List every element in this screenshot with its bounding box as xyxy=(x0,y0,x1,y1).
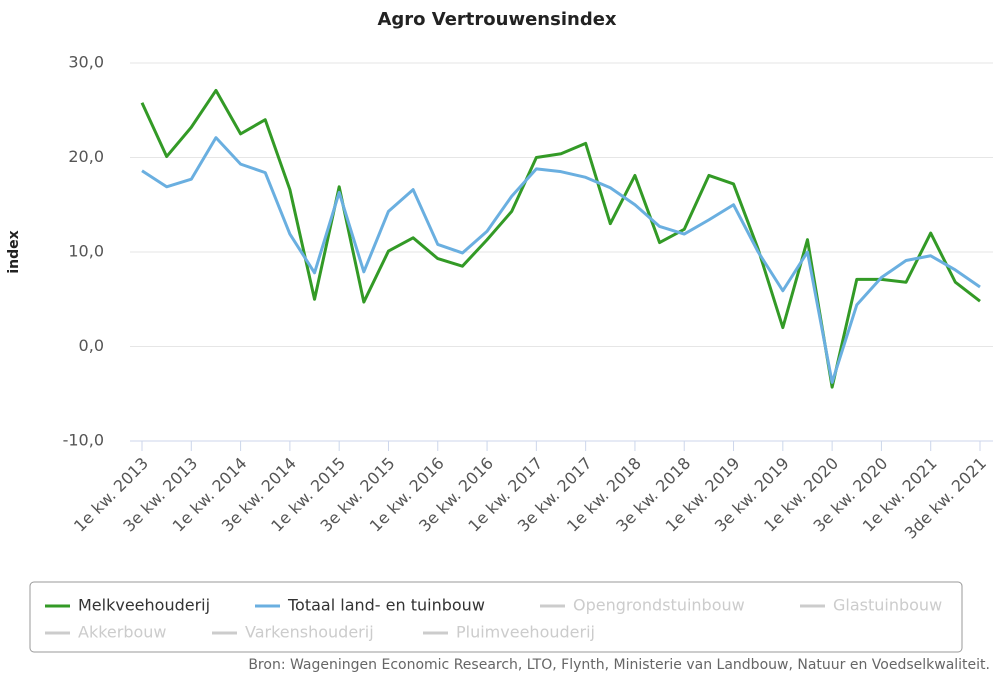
chart-title: Agro Vertrouwensindex xyxy=(377,9,616,30)
y-tick-label: 20,0 xyxy=(68,147,104,166)
legend-box xyxy=(29,581,963,653)
series-line xyxy=(141,136,981,384)
legend-label: Totaal land- en tuinbouw xyxy=(287,596,485,615)
legend-label: Pluimveehouderij xyxy=(456,623,595,642)
y-tick-label: -10,0 xyxy=(63,431,104,450)
y-tick-label: 30,0 xyxy=(68,53,104,72)
legend-label: Opengrondstuinbouw xyxy=(573,596,745,615)
series-line xyxy=(140,88,981,389)
y-axis-label: index xyxy=(6,230,22,273)
legend-label: Varkenshouderij xyxy=(245,623,374,642)
y-tick-label: 0,0 xyxy=(79,336,104,355)
legend-label: Akkerbouw xyxy=(78,623,167,642)
source: Bron: Wageningen Economic Research, LTO,… xyxy=(248,657,990,673)
legend-label: Glastuinbouw xyxy=(833,596,942,615)
y-tick-label: 10,0 xyxy=(68,242,104,261)
legend-label: Melkveehouderij xyxy=(78,596,210,615)
